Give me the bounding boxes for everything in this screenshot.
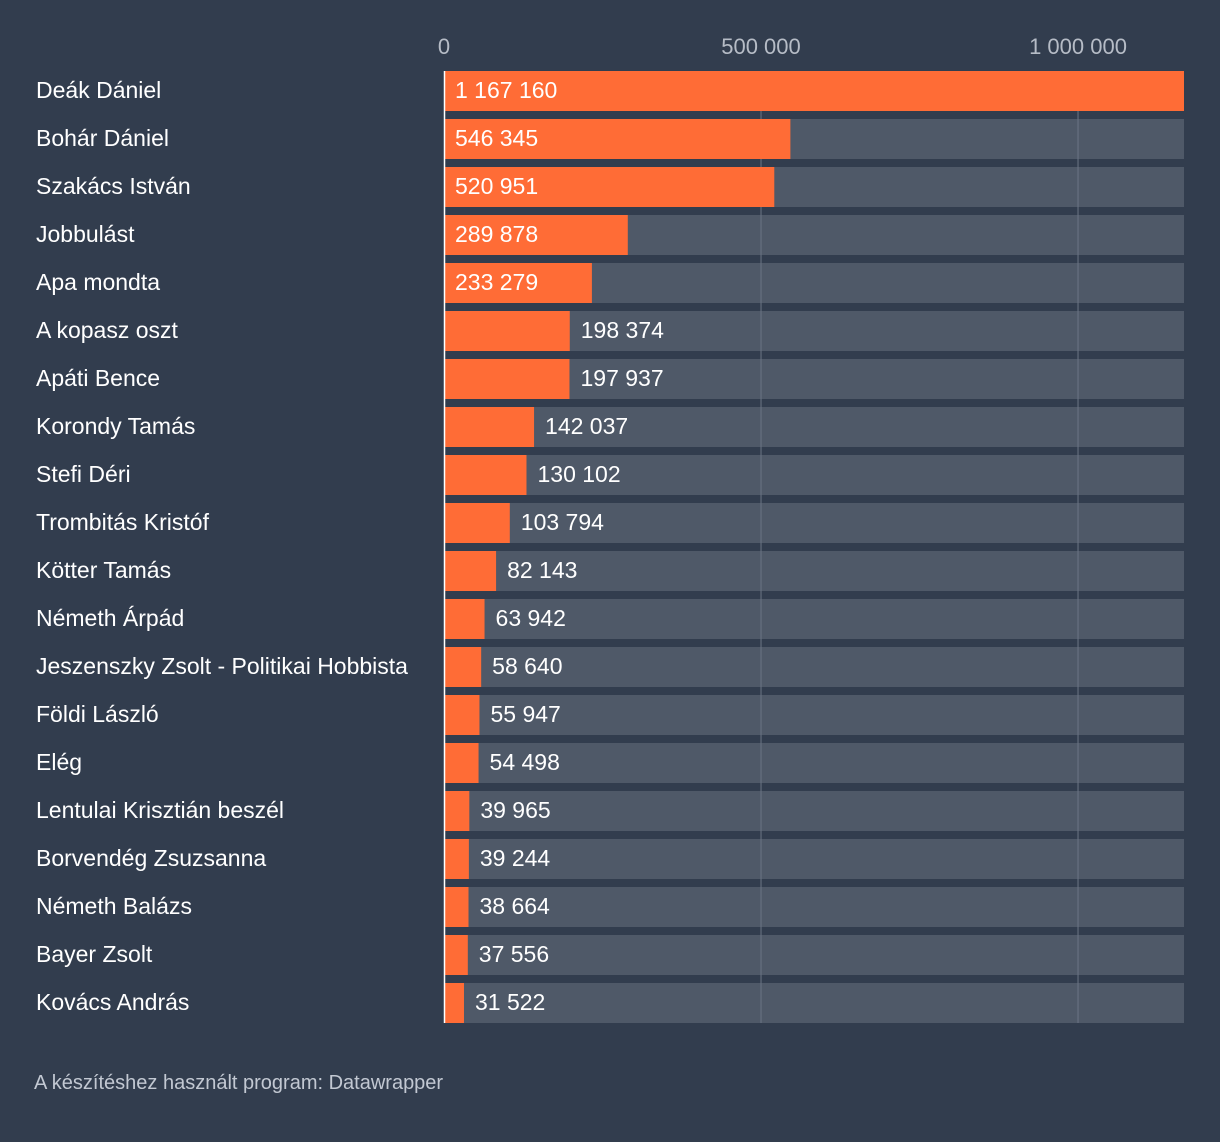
bar	[444, 695, 480, 735]
category-label: Borvendég Zsuzsanna	[36, 845, 266, 871]
category-label: Kovács András	[36, 989, 189, 1015]
bar	[444, 503, 510, 543]
value-label: 546 345	[455, 125, 538, 151]
bar	[444, 647, 482, 687]
bar	[444, 407, 535, 447]
bar	[444, 839, 469, 879]
bar	[444, 311, 570, 351]
bar	[444, 551, 497, 591]
category-label: Lentulai Krisztián beszél	[36, 797, 284, 823]
value-label: 289 878	[455, 221, 538, 247]
value-label: 197 937	[580, 365, 663, 391]
category-label: Apáti Bence	[36, 365, 160, 391]
bar	[444, 887, 469, 927]
category-label: Stefi Déri	[36, 461, 131, 487]
bar-track	[444, 839, 1184, 879]
bar	[444, 935, 468, 975]
value-label: 54 498	[490, 749, 560, 775]
bar-track	[444, 983, 1184, 1023]
value-label: 63 942	[496, 605, 566, 631]
bar-track	[444, 407, 1184, 447]
bar-track	[444, 599, 1184, 639]
category-label: Apa mondta	[36, 269, 160, 295]
category-label: Trombitás Kristóf	[36, 509, 210, 535]
bar	[444, 359, 570, 399]
category-label: Elég	[36, 749, 82, 775]
category-label: Németh Balázs	[36, 893, 192, 919]
category-label: Korondy Tamás	[36, 413, 195, 439]
bar	[444, 215, 628, 255]
bar-track	[444, 887, 1184, 927]
value-label: 1 167 160	[455, 77, 557, 103]
bar	[444, 791, 470, 831]
category-label: A kopasz oszt	[36, 317, 179, 343]
value-label: 31 522	[475, 989, 545, 1015]
x-tick-label: 1 000 000	[1029, 34, 1127, 59]
category-label: Földi László	[36, 701, 159, 727]
bar-track	[444, 551, 1184, 591]
x-tick-label: 0	[438, 34, 450, 59]
value-label: 82 143	[507, 557, 577, 583]
category-label: Németh Árpád	[36, 605, 184, 631]
value-label: 39 244	[480, 845, 551, 871]
bar	[444, 743, 479, 783]
bar	[444, 455, 527, 495]
bar-track	[444, 455, 1184, 495]
value-label: 103 794	[521, 509, 604, 535]
category-label: Bayer Zsolt	[36, 941, 153, 967]
value-label: 142 037	[545, 413, 628, 439]
value-label: 37 556	[479, 941, 549, 967]
bar-track	[444, 791, 1184, 831]
bar	[444, 167, 775, 207]
bar-track	[444, 935, 1184, 975]
value-label: 58 640	[492, 653, 562, 679]
value-label: 55 947	[490, 701, 560, 727]
bar-track	[444, 647, 1184, 687]
bar-track	[444, 743, 1184, 783]
bar-track	[444, 695, 1184, 735]
value-label: 198 374	[581, 317, 664, 343]
value-label: 130 102	[537, 461, 620, 487]
value-label: 39 965	[480, 797, 550, 823]
bar	[444, 599, 485, 639]
bar	[444, 983, 464, 1023]
value-label: 520 951	[455, 173, 538, 199]
category-label: Szakács István	[36, 173, 191, 199]
bar	[444, 71, 1184, 111]
value-label: 233 279	[455, 269, 538, 295]
bar-chart: 0 500 000 1 000 000 Deák Dániel 1 167 160 Boh…	[36, 34, 1184, 1023]
value-label: 38 664	[480, 893, 551, 919]
bar	[444, 263, 592, 303]
bar	[444, 119, 791, 159]
bar-track	[444, 503, 1184, 543]
x-tick-label: 500 000	[721, 34, 801, 59]
category-label: Kötter Tamás	[36, 557, 171, 583]
category-label: Deák Dániel	[36, 77, 161, 103]
category-label: Jobbulást	[36, 221, 135, 247]
source-footer: A készítéshez használt program: Datawrap…	[34, 1072, 444, 1094]
category-label: Bohár Dániel	[36, 125, 169, 151]
category-label: Jeszenszky Zsolt - Politikai Hobbista	[36, 653, 408, 679]
